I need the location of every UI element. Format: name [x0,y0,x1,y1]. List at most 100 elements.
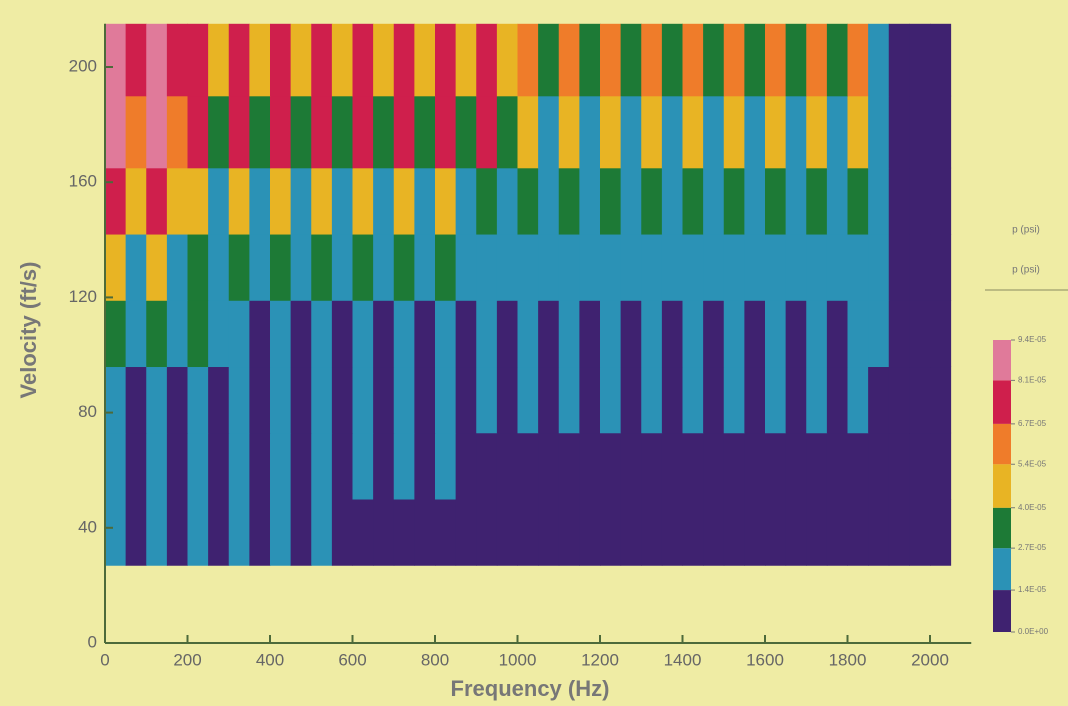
heat-cell [600,167,622,235]
heat-cell [435,234,457,301]
heat-cell [476,95,498,169]
heat-cell [600,300,622,368]
heat-cell [579,234,601,301]
heat-cell [105,167,127,235]
heat-cell [455,499,477,566]
heat-cell [331,95,353,169]
heat-cell [785,95,807,169]
heat-cell [208,432,230,500]
heat-cell [228,234,250,301]
heat-cell [826,432,848,500]
heat-cell [661,167,683,235]
heat-cell [435,499,457,566]
heat-cell [579,167,601,235]
heat-cell [496,167,518,235]
heat-cell [723,23,745,97]
heat-cell [661,432,683,500]
heat-cell [187,23,209,97]
heat-cell [909,95,931,169]
heat-cell [166,300,188,368]
heat-cell [373,95,395,169]
heat-cell [930,499,952,566]
heat-cell [661,366,683,434]
heat-cell [517,300,539,368]
heat-cell [290,23,312,97]
heat-cell [208,499,230,566]
heat-cell [868,366,890,434]
heat-cell [166,366,188,434]
x-tick-label: 800 [421,650,449,669]
heat-cell [785,300,807,368]
heat-cell [661,499,683,566]
heat-cell [228,432,250,500]
heat-cell [641,234,663,301]
heat-cell [579,366,601,434]
heat-cell [723,234,745,301]
heat-cell [785,167,807,235]
heat-cell [806,366,828,434]
heat-cell [558,300,580,368]
heat-cell [930,234,952,301]
heat-cell [496,366,518,434]
heat-cell [620,300,642,368]
heat-cell [311,234,333,301]
heat-cell [105,499,127,566]
colorbar-segment [993,423,1011,465]
x-tick-label: 0 [100,650,109,669]
heat-cell [414,432,436,500]
heat-cell [373,234,395,301]
heat-cell [517,432,539,500]
heat-cell [290,432,312,500]
heat-cell [620,95,642,169]
x-axis-title: Frequency (Hz) [451,676,610,701]
heat-cell [270,366,292,434]
heat-cell [806,23,828,97]
heat-cell [538,95,560,169]
heat-cell [744,432,766,500]
heat-cell [290,499,312,566]
heat-cell [703,300,725,368]
heat-cell [414,23,436,97]
heat-cell [476,23,498,97]
heat-cell [146,234,168,301]
heat-cell [373,499,395,566]
heat-cell [125,300,147,368]
heat-cell [166,95,188,169]
heat-cell [826,300,848,368]
heat-cell [682,366,704,434]
heat-cell [166,23,188,97]
heat-cell [682,300,704,368]
heat-cell [909,366,931,434]
heat-cell [352,167,374,235]
heat-cell [826,234,848,301]
y-tick-label: 200 [69,56,97,75]
heat-cell [125,366,147,434]
heat-cell [455,234,477,301]
heat-cell [765,366,787,434]
heat-cell [641,432,663,500]
heat-cell [290,234,312,301]
heat-cell [909,234,931,301]
heat-cell [765,167,787,235]
colorbar-segment [993,464,1011,508]
heat-cell [930,167,952,235]
heat-cell [600,23,622,97]
heat-cell [641,167,663,235]
heat-cell [455,23,477,97]
heat-cell [125,499,147,566]
heat-cell [703,23,725,97]
heat-cell [847,366,869,434]
heat-cell [517,234,539,301]
heat-cell [558,432,580,500]
heat-cell [868,234,890,301]
heat-cell [146,432,168,500]
heat-cell [331,300,353,368]
heat-cell [682,23,704,97]
heat-cell [682,234,704,301]
heat-cell [352,234,374,301]
heat-cell [765,234,787,301]
heat-cell [496,95,518,169]
heat-cell [455,366,477,434]
colorbar-segment [993,507,1011,549]
x-tick-label: 200 [173,650,201,669]
